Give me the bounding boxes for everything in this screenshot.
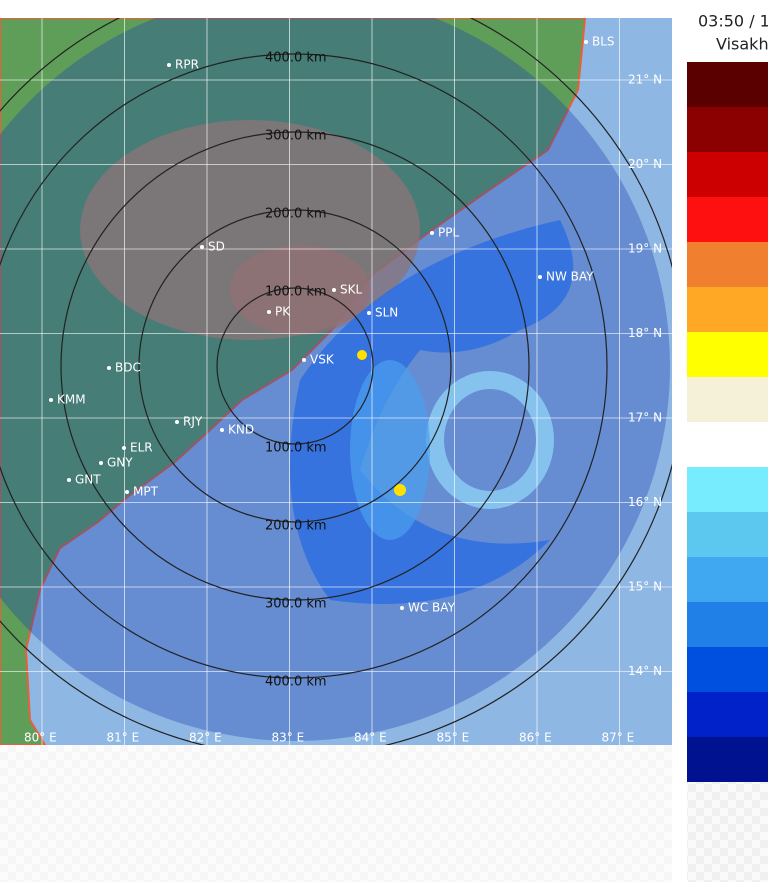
place-label: SLN — [375, 306, 398, 320]
place-dot — [267, 310, 271, 314]
station-name: Visakh — [716, 35, 768, 54]
latitude-label: 19° N — [628, 242, 662, 256]
range-ring — [60, 131, 530, 601]
longitude-label: 86° E — [519, 731, 552, 745]
legend-swatch — [687, 287, 768, 332]
place-dot — [400, 606, 404, 610]
latitude-label: 16° N — [628, 495, 662, 509]
range-label: 300.0 km — [265, 129, 327, 144]
legend-swatch — [687, 602, 768, 647]
legend-swatch — [687, 62, 768, 107]
range-ring — [0, 53, 608, 679]
place-label: MPT — [133, 485, 159, 499]
place-label: BLS — [592, 35, 615, 49]
legend-swatch — [687, 557, 768, 602]
place-dot — [107, 366, 111, 370]
place-dot — [430, 231, 434, 235]
map: 21° N 20° N 19° N 18° N 17° N 16° N 15° N 14° N… — [0, 18, 672, 745]
place-label: KND — [228, 423, 254, 437]
range-label: 400.0 km — [265, 51, 327, 66]
latitude-label: 15° N — [628, 580, 662, 594]
rain-band — [350, 360, 430, 540]
range-ring — [216, 287, 374, 445]
legend-swatch — [687, 737, 768, 782]
latitude-label: 20° N — [628, 157, 662, 171]
legend-swatch — [687, 692, 768, 737]
range-label: 100.0 km — [265, 285, 327, 300]
latitude-label: 17° N — [628, 411, 662, 425]
range-label: 200.0 km — [265, 207, 327, 222]
place-label: RJY — [183, 415, 203, 429]
range-label: 100.0 km — [265, 441, 327, 456]
place-dot — [200, 245, 204, 249]
place-label: KMM — [57, 393, 86, 407]
legend-swatch — [687, 242, 768, 287]
place-label: WC BAY — [408, 601, 456, 615]
longitude-label: 85° E — [437, 731, 470, 745]
place-label: NW BAY — [546, 270, 594, 284]
rain-core — [357, 350, 367, 360]
place-label: PK — [275, 305, 291, 319]
longitude-label: 87° E — [602, 731, 635, 745]
range-ring — [138, 209, 452, 523]
range-label: 200.0 km — [265, 519, 327, 534]
place-dot — [220, 428, 224, 432]
legend-swatch — [687, 512, 768, 557]
legend-swatch — [687, 152, 768, 197]
highland — [230, 245, 370, 335]
place-label: BDC — [115, 361, 141, 375]
longitude-label: 83° E — [272, 731, 305, 745]
legend-swatch — [687, 332, 768, 377]
place-dot — [99, 461, 103, 465]
place-dot — [125, 490, 129, 494]
latitude-label: 18° N — [628, 326, 662, 340]
radar-time: 03:50 / 1 — [698, 12, 768, 31]
legend-swatch — [687, 107, 768, 152]
place-dot — [49, 398, 53, 402]
place-dot — [584, 40, 588, 44]
longitude-label: 82° E — [189, 731, 222, 745]
range-label: 300.0 km — [265, 597, 327, 612]
legend-swatch — [687, 647, 768, 692]
rain-core — [394, 484, 406, 496]
place-dot — [167, 63, 171, 67]
place-label: RPR — [175, 58, 199, 72]
place-label: SKL — [340, 283, 362, 297]
place-label: VSK — [310, 353, 335, 367]
place-dot — [67, 478, 71, 482]
longitude-label: 81° E — [107, 731, 140, 745]
latitude-label: 14° N — [628, 664, 662, 678]
legend-swatch — [687, 377, 768, 422]
legend-swatch — [687, 467, 768, 512]
longitude-label: 84° E — [354, 731, 387, 745]
empty-area — [0, 745, 672, 882]
place-label: ELR — [130, 441, 153, 455]
place-label: GNY — [107, 456, 133, 470]
cyclone-eyewall — [426, 371, 554, 509]
longitude-label: 80° E — [24, 731, 57, 745]
legend-empty — [687, 782, 768, 882]
place-dot — [175, 420, 179, 424]
place-dot — [538, 275, 542, 279]
range-label: 400.0 km — [265, 675, 327, 690]
place-label: PPL — [438, 226, 459, 240]
place-label: SD — [208, 240, 225, 254]
place-dot — [367, 311, 371, 315]
place-dot — [122, 446, 126, 450]
latitude-label: 21° N — [628, 73, 662, 87]
place-dot — [302, 358, 306, 362]
legend-swatch — [687, 197, 768, 242]
legend-swatch — [687, 422, 768, 467]
place-label: GNT — [75, 473, 101, 487]
place-dot — [332, 288, 336, 292]
